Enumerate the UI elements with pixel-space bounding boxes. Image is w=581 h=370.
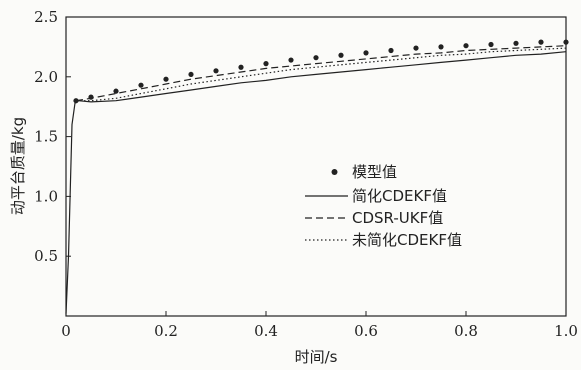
data-point	[488, 41, 494, 48]
y-tick-label: 2.0	[34, 68, 58, 86]
legend-item: 简化CDEKF值	[305, 187, 447, 205]
data-point	[438, 44, 444, 50]
x-tick-label: 0.4	[254, 322, 278, 340]
data-point	[463, 43, 469, 49]
legend-label: 简化CDEKF值	[352, 187, 447, 205]
legend-label: CDSR-UKF值	[352, 209, 443, 227]
y-tick-label: 1.5	[34, 128, 58, 146]
y-axis-title: 动平台质量/kg	[9, 117, 27, 215]
data-point	[263, 61, 269, 67]
series-layer	[65, 39, 569, 314]
legend-item: 未简化CDEKF值	[305, 231, 462, 249]
data-point	[313, 55, 319, 61]
legend-item: CDSR-UKF值	[305, 209, 443, 227]
data-point	[388, 47, 394, 54]
x-tick-label: 1.0	[554, 322, 578, 340]
plot-frame	[65, 16, 567, 317]
x-axis-title: 时间/s	[295, 348, 338, 366]
y-tick-label: 0.5	[34, 247, 58, 265]
data-point	[338, 52, 344, 58]
legend-marker	[331, 169, 338, 175]
data-point	[513, 40, 519, 46]
data-point	[413, 45, 419, 51]
x-tick-label: 0.6	[354, 322, 378, 340]
legend-label: 未简化CDEKF值	[352, 231, 462, 249]
legend-item: 模型值	[331, 163, 397, 181]
x-tick-label: 0.8	[454, 322, 478, 340]
y-tick-label: 2.5	[34, 8, 58, 26]
data-point	[563, 39, 569, 45]
series-1	[65, 51, 567, 314]
data-point	[238, 64, 244, 70]
data-point	[163, 76, 169, 82]
series-line	[65, 51, 567, 314]
data-point	[288, 57, 294, 63]
data-point	[113, 88, 119, 94]
data-point	[363, 50, 369, 56]
legend-label: 模型值	[352, 163, 397, 181]
data-point	[538, 39, 544, 45]
x-tick-label: 0.2	[154, 322, 178, 340]
data-point	[188, 71, 194, 78]
y-tick-label: 1.0	[34, 187, 58, 205]
data-point	[213, 68, 219, 74]
series-line	[75, 45, 567, 102]
series-2	[75, 45, 567, 102]
x-tick-label: 0	[61, 322, 71, 340]
axis-ticks: 0 0.2 0.4 0.6 0.8 1.0 0.5 1.0 1.5 2.0 2.5	[34, 8, 578, 340]
data-point	[138, 82, 144, 88]
